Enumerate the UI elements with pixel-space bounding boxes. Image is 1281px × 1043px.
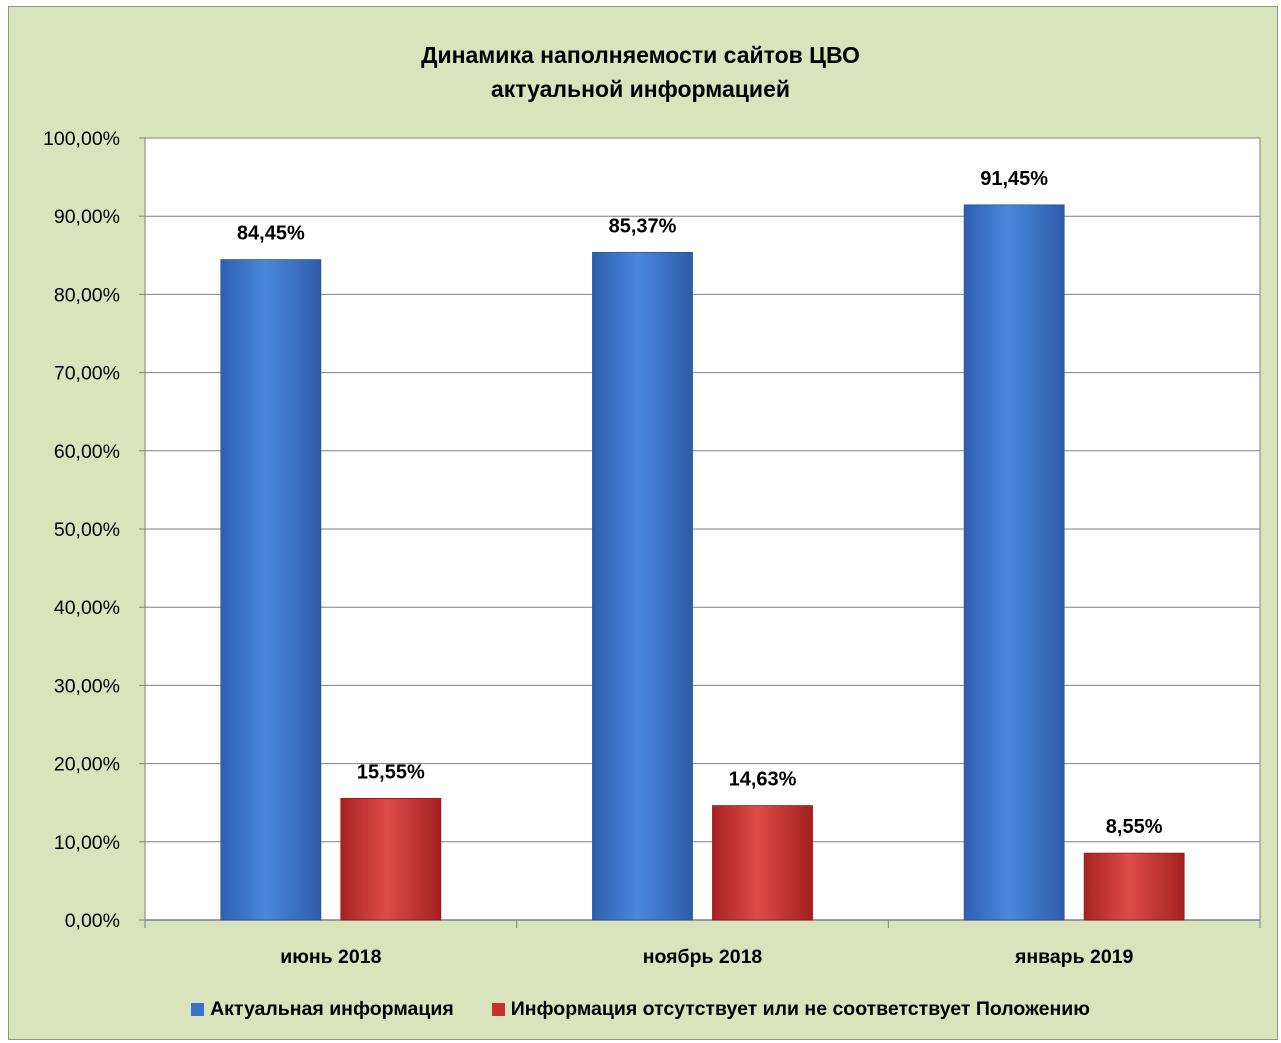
chart-legend: Актуальная информация Информация отсутст… xyxy=(0,998,1281,1021)
y-tick-label: 100,00% xyxy=(43,128,120,150)
y-tick-label: 60,00% xyxy=(54,441,120,463)
bar xyxy=(592,252,693,921)
data-label: 91,45% xyxy=(980,168,1048,190)
legend-swatch-red xyxy=(491,1003,505,1016)
data-label: 84,45% xyxy=(237,223,305,245)
legend-item-series-1: Актуальная информация xyxy=(191,998,454,1021)
y-tick-label: 70,00% xyxy=(54,363,120,385)
bar xyxy=(1083,852,1185,921)
bar xyxy=(220,259,322,921)
y-tick-label: 90,00% xyxy=(54,206,120,228)
data-label: 8,55% xyxy=(1106,816,1163,838)
legend-swatch-blue xyxy=(191,1003,205,1016)
chart-subtitle: актуальной информацией xyxy=(491,76,790,102)
legend-item-series-2: Информация отсутствует или не соответств… xyxy=(491,998,1090,1021)
legend-label-series-2: Информация отсутствует или не соответств… xyxy=(510,998,1090,1020)
bar xyxy=(712,805,813,921)
y-tick-label: 0,00% xyxy=(65,910,120,932)
bar xyxy=(963,204,1065,921)
data-label: 85,37% xyxy=(609,215,677,237)
y-tick-label: 20,00% xyxy=(54,754,120,776)
y-tick-label: 10,00% xyxy=(54,832,120,854)
y-tick-label: 40,00% xyxy=(54,597,120,619)
data-label: 15,55% xyxy=(357,761,425,783)
legend-label-series-1: Актуальная информация xyxy=(210,998,454,1020)
bar xyxy=(340,797,442,921)
data-label: 14,63% xyxy=(729,769,797,791)
x-tick-label: январь 2019 xyxy=(1014,946,1134,968)
y-tick-label: 80,00% xyxy=(54,284,120,306)
y-tick-label: 50,00% xyxy=(54,519,120,541)
x-tick-label: июнь 2018 xyxy=(280,946,381,968)
x-tick-label: ноябрь 2018 xyxy=(643,946,763,968)
y-tick-label: 30,00% xyxy=(54,675,120,697)
chart-title: Динамика наполняемости сайтов ЦВО xyxy=(421,42,860,68)
